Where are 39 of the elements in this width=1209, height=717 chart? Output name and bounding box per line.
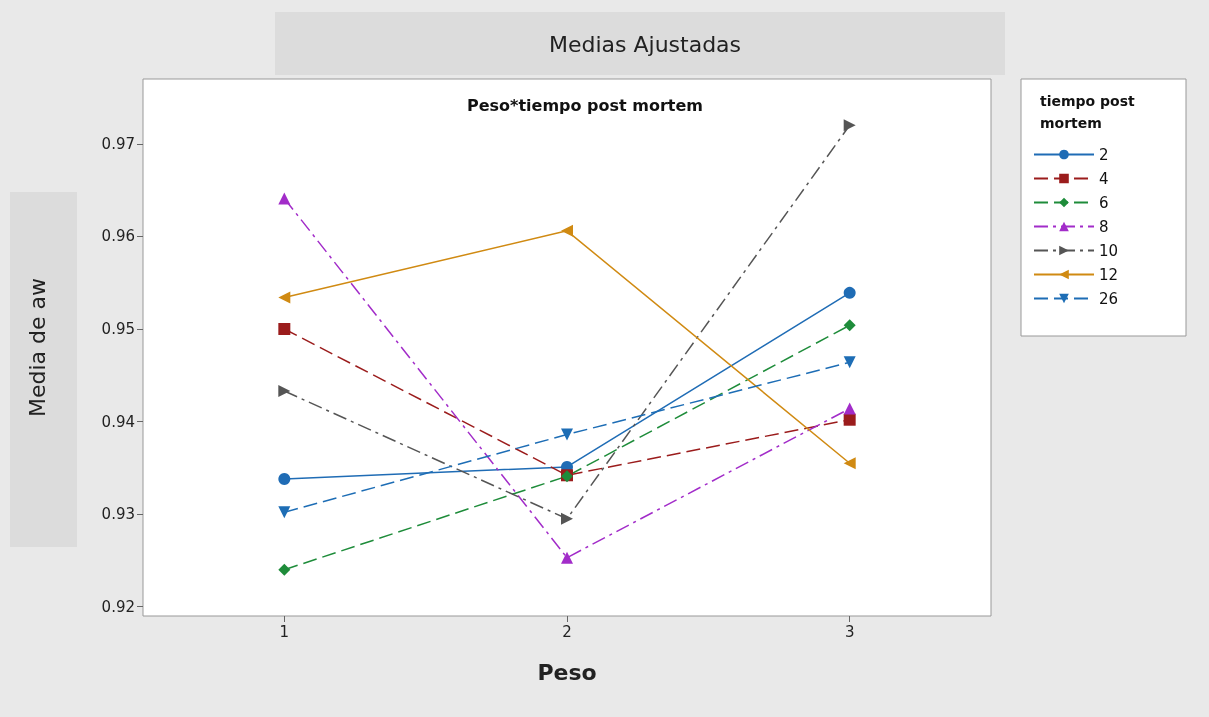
legend-label: 4 — [1099, 169, 1109, 188]
legend-title: tiempo post mortem — [1040, 93, 1136, 131]
y-tick-label: 0.96 — [101, 227, 135, 246]
x-tick-label: 1 — [279, 622, 290, 641]
point — [843, 286, 856, 299]
point — [843, 413, 856, 426]
legend-label: 8 — [1099, 217, 1109, 236]
point — [843, 119, 856, 132]
x-tick-label: 3 — [844, 622, 855, 641]
y-tick-label: 0.97 — [101, 134, 135, 153]
point — [278, 192, 291, 205]
point — [561, 428, 573, 441]
point — [843, 319, 856, 332]
point — [561, 512, 573, 525]
point — [278, 385, 291, 398]
point — [278, 472, 291, 485]
legend-label: 2 — [1099, 145, 1109, 164]
x-tick-label: 2 — [562, 622, 572, 641]
legend-label: 6 — [1099, 193, 1109, 212]
y-tick-label: 0.95 — [101, 319, 135, 338]
point — [561, 224, 573, 237]
x-axis-title: Peso — [537, 659, 597, 685]
chart-title: Medias Ajustadas — [548, 31, 742, 57]
y-tick-label: 0.92 — [101, 597, 135, 616]
point — [843, 457, 856, 470]
legend-label: 26 — [1099, 289, 1119, 308]
point — [278, 291, 291, 304]
point — [843, 402, 856, 415]
y-axis-title: Media de aw — [24, 277, 50, 418]
y-tick-label: 0.94 — [101, 412, 135, 431]
point — [278, 563, 291, 576]
text: Peso*tiempo post mortem — [466, 95, 704, 115]
legend-label: 10 — [1099, 241, 1119, 260]
point — [278, 506, 291, 519]
point — [278, 322, 291, 335]
point — [843, 356, 856, 369]
point — [561, 551, 573, 564]
y-tick-label: 0.93 — [101, 505, 135, 524]
legend-label: 12 — [1099, 265, 1119, 284]
